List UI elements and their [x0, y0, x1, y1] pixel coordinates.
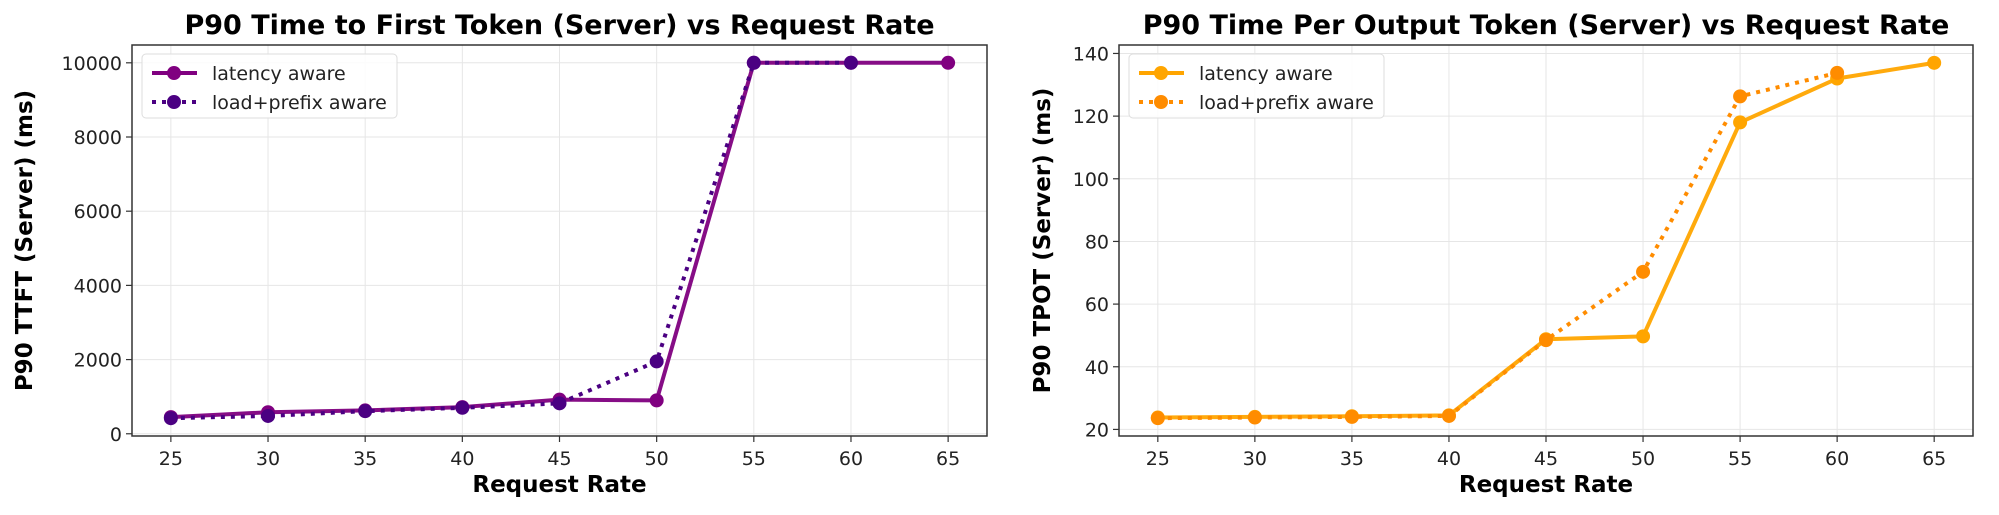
data-point: [1830, 65, 1845, 80]
data-point: [649, 354, 664, 369]
x-tick-label: 65: [936, 448, 960, 470]
y-tick-label: 60: [1085, 294, 1109, 316]
legend: latency aware load+prefix aware: [141, 53, 398, 119]
legend-box: [141, 53, 398, 119]
legend-label: load+prefix aware: [212, 92, 387, 114]
data-point: [1539, 333, 1553, 348]
legend-label: latency aware: [1199, 63, 1333, 85]
x-tick-label: 65: [1922, 448, 1946, 470]
x-tick-label: 35: [1340, 448, 1364, 470]
y-tick-label: 20: [1085, 419, 1109, 441]
data-point: [1150, 411, 1165, 426]
data-point: [1344, 409, 1359, 424]
x-tick-label: 55: [1728, 448, 1752, 470]
x-tick-label: 40: [1437, 448, 1461, 470]
y-tick-label: 80: [1085, 231, 1109, 253]
data-point: [649, 393, 664, 408]
y-axis-label: P90 TPOT (Server) (ms): [1030, 88, 1056, 394]
x-tick-label: 30: [1243, 448, 1267, 470]
x-tick-label: 60: [1825, 448, 1849, 470]
y-axis-label: P90 TTFT (Server) (ms): [12, 90, 38, 391]
series-load-prefix-aware: [1150, 65, 1845, 426]
x-tick-label: 55: [742, 448, 766, 470]
chart-title: P90 Time to First Token (Server) vs Requ…: [184, 10, 934, 41]
x-tick-label: 50: [645, 448, 669, 470]
y-tick-label: 140: [1073, 43, 1109, 65]
data-point: [843, 55, 858, 70]
y-tick-label: 120: [1073, 106, 1109, 128]
data-point: [941, 55, 956, 70]
x-tick-label: 25: [1146, 448, 1170, 470]
data-point: [1636, 264, 1651, 279]
x-tick-label: 25: [159, 448, 183, 470]
y-tick-label: 0: [110, 424, 122, 446]
legend-box: [1128, 53, 1385, 119]
data-point: [1247, 410, 1262, 425]
y-tick-label: 6000: [74, 201, 122, 223]
y-tick-label: 100: [1073, 169, 1109, 191]
legend-marker: [167, 66, 181, 80]
y-tick-label: 8000: [74, 127, 122, 149]
legend-marker: [1154, 66, 1168, 80]
data-point: [1733, 89, 1748, 104]
chart-1: 25 30 35 40 45 50 55 60 65 0 2000 4000 6000 8000 10000…: [12, 10, 988, 498]
y-tick-label: 40: [1085, 357, 1109, 379]
data-point: [163, 411, 178, 426]
x-tick-label: 45: [547, 448, 571, 470]
legend-marker: [1154, 95, 1168, 109]
x-tick-label: 40: [450, 448, 474, 470]
x-tick-label: 45: [1534, 448, 1558, 470]
x-tick-label: 35: [353, 448, 377, 470]
chart-title: P90 Time Per Output Token (Server) vs Re…: [1143, 10, 1950, 41]
data-point: [1733, 115, 1748, 130]
data-point: [261, 408, 276, 423]
x-tick-label: 60: [839, 448, 863, 470]
series-line: [1157, 70, 1838, 421]
y-tick-label: 2000: [74, 350, 122, 372]
data-point: [746, 55, 761, 70]
series-line: [170, 60, 851, 421]
data-point: [358, 404, 373, 419]
y-tick-label: 4000: [74, 275, 122, 297]
data-point: [455, 400, 470, 415]
data-point: [1441, 408, 1456, 423]
x-axis-label: Request Rate: [472, 472, 646, 498]
y-tick-label: 10000: [62, 53, 122, 75]
x-axis-label: Request Rate: [1459, 472, 1633, 498]
legend: latency aware load+prefix aware: [1128, 53, 1385, 119]
x-tick-label: 30: [256, 448, 280, 470]
chart-2: 25 30 35 40 45 50 55 60 65 20 40 60 80 100 120 140 P90 T…: [1030, 10, 1974, 498]
legend-label: latency aware: [212, 63, 346, 85]
data-point: [1636, 329, 1651, 344]
series-load-prefix-aware: [163, 55, 858, 426]
data-point: [1927, 55, 1942, 70]
legend-marker: [167, 95, 181, 109]
data-point: [552, 396, 567, 411]
x-tick-label: 50: [1631, 448, 1655, 470]
legend-label: load+prefix aware: [1199, 92, 1374, 114]
